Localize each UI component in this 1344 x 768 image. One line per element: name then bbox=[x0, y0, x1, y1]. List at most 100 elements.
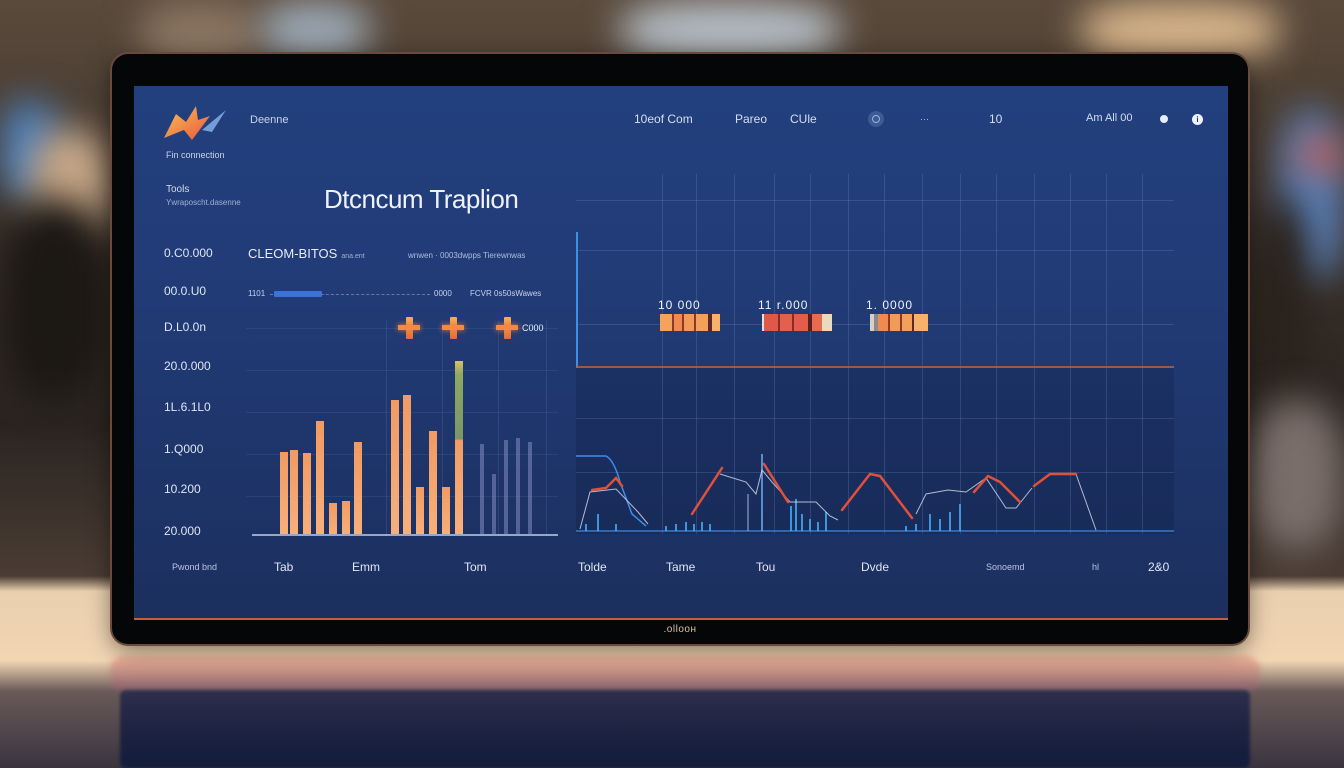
bar[interactable] bbox=[290, 450, 298, 534]
nav-center-value: 10 bbox=[989, 112, 1003, 126]
x-label: Tame bbox=[666, 560, 696, 574]
grid-line bbox=[922, 174, 923, 534]
marker-icon[interactable] bbox=[398, 317, 420, 339]
grid-line bbox=[246, 412, 558, 413]
grid-line bbox=[576, 472, 1174, 473]
bar[interactable] bbox=[403, 395, 411, 534]
x-label: Tom bbox=[464, 560, 487, 574]
left-bar-chart: CLEOM-BITOS ana.ent wnwen · 0003dwpps Tie… bbox=[246, 246, 558, 536]
grid-line bbox=[1034, 174, 1035, 534]
grid-line bbox=[960, 174, 961, 534]
grid-line bbox=[734, 174, 735, 534]
left-chart-title-sub: ana.ent bbox=[341, 253, 365, 260]
grid-line bbox=[576, 200, 1174, 201]
bar[interactable] bbox=[429, 431, 437, 534]
grid-line bbox=[996, 174, 997, 534]
monitor-brand: .ollooн bbox=[663, 624, 697, 635]
bg-people bbox=[0, 200, 110, 400]
user-label[interactable]: Am All 00 bbox=[1086, 112, 1133, 124]
blue-series bbox=[576, 455, 647, 527]
x-label: Tolde bbox=[578, 560, 607, 574]
y-tick: 10.200 bbox=[164, 482, 201, 496]
progress-row: 1101 0000 FCVR 0s50sWawes bbox=[248, 289, 558, 299]
grid-line bbox=[246, 370, 558, 371]
info-icon[interactable]: i bbox=[1192, 114, 1203, 125]
notification-dot-icon[interactable] bbox=[1160, 115, 1168, 123]
ghost-bar[interactable] bbox=[480, 444, 484, 534]
section-label: Tools bbox=[166, 184, 190, 195]
lower-panel bbox=[576, 368, 1174, 534]
marker-label: C000 bbox=[522, 323, 544, 333]
grid-line bbox=[546, 321, 547, 536]
ghost-bar[interactable] bbox=[492, 474, 496, 534]
x-label: Tou bbox=[756, 560, 776, 574]
profile-icon[interactable] bbox=[868, 111, 884, 127]
bar-highlight[interactable] bbox=[455, 361, 463, 534]
top-nav: 10eof Com Pareo CUle ··· 10 Am All 00 bbox=[134, 112, 1228, 128]
spike-series bbox=[585, 499, 961, 531]
bar[interactable] bbox=[316, 421, 324, 534]
stacked-bar[interactable] bbox=[660, 314, 720, 331]
stacked-bar[interactable] bbox=[870, 314, 928, 331]
x-axis-baseline bbox=[252, 534, 558, 536]
red-series bbox=[590, 462, 1078, 520]
grid-line bbox=[1142, 174, 1143, 534]
grid-line bbox=[386, 321, 387, 536]
ghost-bar[interactable] bbox=[516, 438, 520, 534]
ghost-bar[interactable] bbox=[528, 442, 532, 534]
ghost-bar[interactable] bbox=[504, 440, 508, 534]
nav-item-1[interactable]: 10eof Com bbox=[634, 112, 693, 126]
bar[interactable] bbox=[280, 452, 288, 534]
bar[interactable] bbox=[416, 487, 424, 534]
bg-sign bbox=[1300, 140, 1344, 170]
bg-people-right bbox=[1250, 200, 1310, 400]
x-label: hl bbox=[1092, 562, 1100, 572]
x-label: 2&0 bbox=[1148, 560, 1170, 574]
nav-item-2[interactable]: Pareo bbox=[735, 112, 768, 126]
right-chart: 10 000 11 r.000 1. 0000 bbox=[576, 174, 1174, 534]
bar[interactable] bbox=[329, 503, 337, 534]
chart-separator bbox=[576, 366, 1174, 368]
bar[interactable] bbox=[303, 453, 311, 534]
app-logo-icon[interactable] bbox=[162, 100, 228, 146]
dashboard-screen: Deenne Fin connection 10eof Com Pareo CU… bbox=[134, 86, 1228, 620]
grid-line bbox=[848, 174, 849, 534]
bar[interactable] bbox=[442, 487, 450, 534]
grid-line bbox=[810, 174, 811, 534]
grid-line bbox=[662, 174, 663, 534]
marker-icon[interactable] bbox=[496, 317, 518, 339]
marker-icon[interactable] bbox=[442, 317, 464, 339]
grid-line bbox=[774, 174, 775, 534]
page-title: Dtcncum Traplion bbox=[324, 184, 519, 214]
bg-light bbox=[1080, 0, 1280, 60]
bar[interactable] bbox=[342, 501, 350, 534]
x-label: Tab bbox=[274, 560, 294, 574]
progress-value: 0000 bbox=[434, 289, 452, 298]
white-series bbox=[579, 468, 1097, 531]
y-tick: 1.Q000 bbox=[164, 442, 204, 456]
grid-line bbox=[498, 321, 499, 536]
bar[interactable] bbox=[391, 400, 399, 534]
app-subtitle: Fin connection bbox=[166, 150, 225, 160]
app-name: Deenne bbox=[250, 114, 289, 126]
nav-ellipsis[interactable]: ··· bbox=[920, 114, 929, 124]
progress-label: 1101 bbox=[248, 289, 266, 298]
x-label: Sonoemd bbox=[986, 562, 1025, 572]
stacked-bar[interactable] bbox=[762, 314, 832, 331]
stack-label: 10 000 bbox=[658, 298, 701, 312]
x-label: Dvde bbox=[861, 560, 890, 574]
nav-item-3[interactable]: CUle bbox=[790, 112, 817, 126]
bg-window bbox=[620, 0, 840, 60]
y-tick: 20.000 bbox=[164, 524, 201, 538]
grid-line bbox=[246, 454, 558, 455]
progress-status: FCVR 0s50sWawes bbox=[470, 289, 542, 298]
bar[interactable] bbox=[354, 442, 362, 534]
y-tick: D.L0.0n bbox=[164, 320, 207, 334]
stack-label: 1. 0000 bbox=[866, 298, 914, 312]
left-chart-title-text: CLEOM-BITOS bbox=[248, 246, 338, 261]
grid-line bbox=[696, 174, 697, 534]
desk-reflection bbox=[120, 690, 1250, 768]
left-chart-legend: wnwen · 0003dwpps Tierewnwas bbox=[408, 251, 526, 260]
grid-line bbox=[246, 496, 558, 497]
